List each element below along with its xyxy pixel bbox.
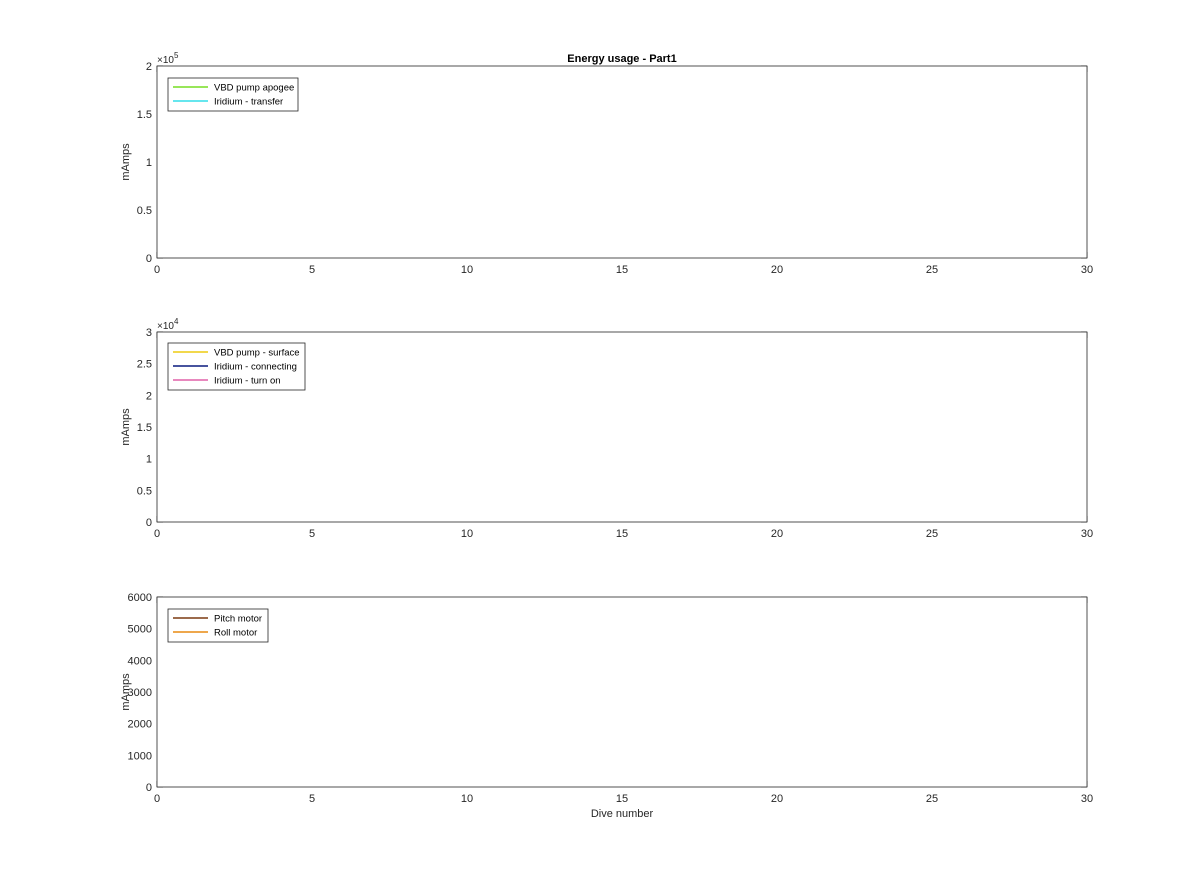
y-exponent-label: ×105 [157,51,179,66]
y-exponent-label: ×104 [157,317,179,332]
chart-panel-3: 0 5 10 15 20 25 30 0 1000 2000 3000 4000 5000 6000 mAm… [120,592,1093,820]
legend: VBD pump apogee Iridium - transfer [167,77,299,112]
y-tick-label: 2000 [128,719,152,731]
legend: Pitch motor Roll motor [167,608,269,643]
y-tick-label: 0 [146,253,152,265]
x-tick-label: 10 [461,528,473,540]
y-tick-label: 0.5 [137,205,152,217]
y-exponent-power: 5 [174,51,179,60]
y-tick-label: 6000 [128,592,152,604]
x-tick-label: 25 [926,793,938,805]
x-tick-label: 5 [309,793,315,805]
y-tick-label: 2 [146,390,152,402]
axis-frame [156,65,1088,259]
y-tick-label: 1.5 [137,109,152,121]
legend-entry: VBD pump apogee [214,83,294,94]
legend-entry: Iridium - turn on [214,376,281,387]
x-tick-label: 5 [309,264,315,276]
x-tick-label: 15 [616,528,628,540]
legend-box [167,608,269,643]
axis-frame [156,331,1088,523]
x-tick-label: 15 [616,264,628,276]
legend-box [167,77,299,112]
chart-title: Energy usage - Part1 [567,53,676,65]
y-tick-label: 3 [146,327,152,339]
y-exponent-power: 4 [174,317,179,326]
y-tick-label: 2 [146,61,152,73]
y-tick-label: 3000 [128,687,152,699]
chart-panel-2: 0 5 10 15 20 25 30 0 0.5 1 1.5 2 2.5 3 ×104 mAmps VBD pu… [120,317,1093,540]
x-tick-label: 10 [461,264,473,276]
legend-entry: VBD pump - surface [214,348,300,359]
x-axis-label: Dive number [591,808,654,820]
legend-entry: Roll motor [214,628,257,639]
y-axis-label: mAmps [120,408,132,446]
x-tick-label: 30 [1081,264,1093,276]
x-tick-label: 5 [309,528,315,540]
legend-entry: Iridium - transfer [214,97,283,108]
y-tick-label: 1 [146,157,152,169]
y-exponent-base: ×10 [157,321,174,332]
legend-entry: Pitch motor [214,614,262,625]
x-tick-label: 0 [154,528,160,540]
x-tick-label: 25 [926,264,938,276]
x-tick-label: 20 [771,528,783,540]
y-exponent-base: ×10 [157,55,174,66]
axis-frame [156,596,1088,788]
y-tick-label: 4000 [128,655,152,667]
x-tick-label: 0 [154,793,160,805]
x-tick-label: 10 [461,793,473,805]
legend: VBD pump - surface Iridium - connecting Ir… [167,342,306,391]
legend-entry: Iridium - connecting [214,362,297,373]
y-tick-label: 0 [146,782,152,794]
x-tick-label: 25 [926,528,938,540]
y-tick-label: 0 [146,517,152,529]
y-tick-label: 1 [146,454,152,466]
x-tick-label: 20 [771,264,783,276]
x-tick-label: 30 [1081,793,1093,805]
y-tick-label: 1000 [128,750,152,762]
x-tick-label: 15 [616,793,628,805]
x-tick-label: 30 [1081,528,1093,540]
y-tick-label: 5000 [128,624,152,636]
y-tick-label: 1.5 [137,422,152,434]
chart-panel-1: 0 5 10 15 20 25 3000.511.52×105 Energy usage - … [120,51,1093,276]
y-axis-label: mAmps [120,673,132,711]
x-tick-label: 0 [154,264,160,276]
y-axis-label: mAmps [120,143,132,181]
y-tick-label: 0.5 [137,485,152,497]
y-tick-label: 2.5 [137,359,152,371]
x-tick-label: 20 [771,793,783,805]
